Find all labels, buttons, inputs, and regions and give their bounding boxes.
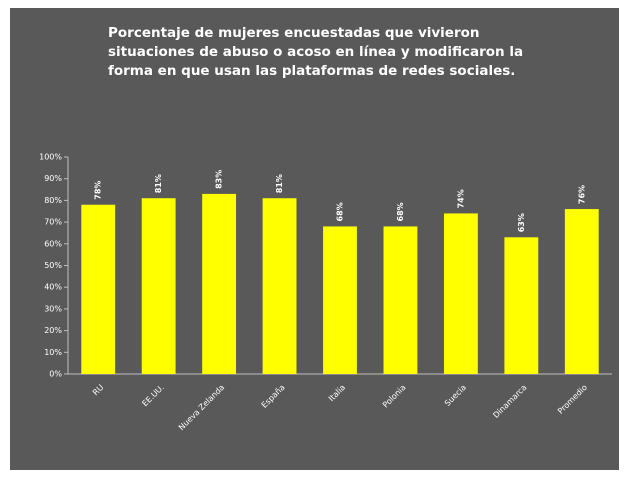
- bar: [504, 237, 539, 374]
- bar: [141, 198, 176, 374]
- value-label: 83%: [215, 170, 224, 189]
- x-tick-label: Nueva Zelanda: [177, 383, 226, 432]
- y-tick-label: 70%: [44, 218, 62, 227]
- chart-title: Porcentaje de mujeres encuestadas que vi…: [108, 25, 524, 79]
- x-tick-label: Italia: [327, 383, 347, 403]
- y-tick-label: 40%: [44, 283, 62, 292]
- value-label: 68%: [396, 202, 405, 221]
- x-tick-label: Suecia: [443, 383, 468, 408]
- bar: [202, 193, 237, 374]
- value-label: 63%: [517, 213, 526, 232]
- bar: [81, 204, 116, 374]
- bar: [443, 213, 478, 374]
- x-tick-label: EE.UU.: [140, 383, 165, 408]
- value-label: 81%: [154, 174, 163, 193]
- bar: [383, 226, 418, 374]
- bar: [262, 198, 297, 374]
- y-tick-label: 20%: [44, 326, 62, 335]
- y-tick-label: 80%: [44, 196, 62, 205]
- x-tick-label: Promedio: [556, 383, 589, 416]
- x-tick-label: España: [260, 383, 287, 410]
- y-tick-label: 90%: [44, 174, 62, 183]
- value-label: 76%: [577, 185, 586, 204]
- y-tick-label: 50%: [44, 261, 62, 270]
- value-label: 74%: [456, 189, 465, 208]
- y-tick-label: 60%: [44, 239, 62, 248]
- y-tick-label: 10%: [44, 348, 62, 357]
- bar: [564, 209, 599, 374]
- value-label: 68%: [336, 202, 345, 221]
- y-tick-label: 30%: [44, 304, 62, 313]
- x-tick-label: Dinamarca: [491, 383, 528, 420]
- y-tick-label: 0%: [49, 370, 62, 379]
- value-label: 81%: [275, 174, 284, 193]
- bar: [323, 226, 357, 374]
- x-tick-label: RU: [91, 383, 106, 398]
- value-label: 78%: [94, 181, 103, 200]
- x-tick-label: Polonia: [381, 383, 408, 410]
- y-tick-label: 100%: [39, 153, 62, 162]
